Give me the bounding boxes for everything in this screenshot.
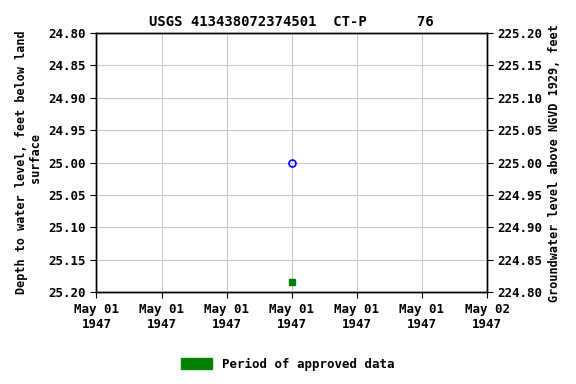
Legend: Period of approved data: Period of approved data [176,353,400,376]
Y-axis label: Depth to water level, feet below land
 surface: Depth to water level, feet below land su… [15,31,43,295]
Title: USGS 413438072374501  CT-P      76: USGS 413438072374501 CT-P 76 [149,15,434,29]
Y-axis label: Groundwater level above NGVD 1929, feet: Groundwater level above NGVD 1929, feet [548,24,561,301]
